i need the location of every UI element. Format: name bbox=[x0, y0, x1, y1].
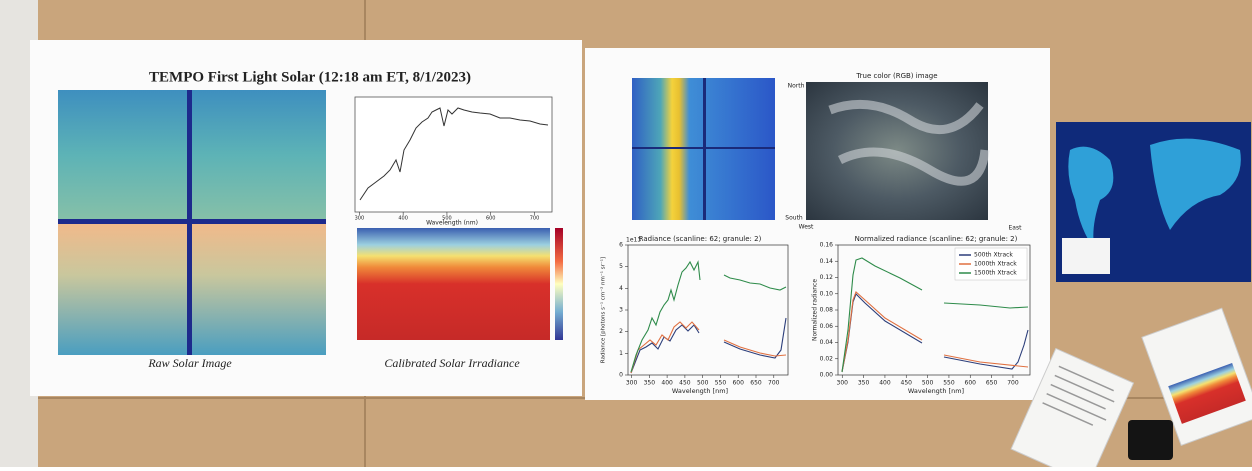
x-tick-label: 400 bbox=[398, 216, 408, 222]
y-tick-label: 0.16 bbox=[820, 242, 834, 249]
x-tick-label: 300 bbox=[626, 380, 638, 387]
colorbar bbox=[555, 228, 563, 340]
page: { "left_poster": { "title": "TEMPO First… bbox=[0, 0, 1252, 467]
legend: 500th Xtrack 1000th Xtrack 1500th Xtrack bbox=[955, 248, 1027, 280]
x-tick-label: 450 bbox=[901, 380, 913, 387]
compass-label: North bbox=[788, 83, 805, 90]
x-tick-label: 550 bbox=[715, 380, 727, 387]
y-tick-label: 0.02 bbox=[820, 355, 834, 362]
caption: Raw Solar Image bbox=[147, 356, 232, 370]
x-tick-label: 300 bbox=[355, 216, 365, 222]
legend-label: 500th Xtrack bbox=[974, 252, 1013, 259]
x-tick-label: 350 bbox=[644, 380, 656, 387]
y-tick-label: 5 bbox=[619, 263, 623, 270]
device bbox=[1128, 420, 1173, 460]
compass-label: South bbox=[785, 215, 803, 222]
y-tick-label: 0.04 bbox=[820, 339, 834, 346]
plot-title: Radiance (scanline: 62; granule: 2) bbox=[639, 235, 762, 243]
y-tick-label: 0.10 bbox=[820, 290, 834, 297]
x-tick-label: 700 bbox=[1007, 380, 1019, 387]
axis-label: Radiance [photons s⁻¹ cm⁻² nm⁻¹ sr⁻¹] bbox=[600, 257, 607, 363]
irradiance-heatmap bbox=[357, 228, 550, 340]
y-tick-label: 3 bbox=[619, 307, 623, 314]
image-title: True color (RGB) image bbox=[855, 72, 937, 80]
caption: Calibrated Solar Irradiance bbox=[384, 356, 520, 370]
legend-label: 1000th Xtrack bbox=[974, 261, 1017, 268]
spectrum-plot-frame bbox=[355, 97, 552, 212]
x-tick-label: 400 bbox=[879, 380, 891, 387]
x-tick-label: 550 bbox=[943, 380, 955, 387]
axis-label: Normalized radiance bbox=[812, 279, 819, 341]
x-tick-label: 700 bbox=[768, 380, 780, 387]
x-tick-label: 700 bbox=[530, 216, 540, 222]
y-tick-label: 0.14 bbox=[820, 258, 834, 265]
x-tick-label: 650 bbox=[750, 380, 762, 387]
x-tick-label: 500 bbox=[922, 380, 934, 387]
y-tick-label: 0.08 bbox=[820, 307, 834, 314]
scene: TEMPO First Light Solar (12:18 am ET, 8/… bbox=[0, 0, 1252, 467]
y-tick-label: 1 bbox=[619, 350, 623, 357]
raw-image-gap bbox=[58, 219, 326, 224]
scale-note: 1e13 bbox=[626, 237, 641, 244]
axis-label: Wavelength [nm] bbox=[672, 387, 728, 395]
map-legend bbox=[1062, 238, 1110, 274]
x-tick-label: 650 bbox=[986, 380, 998, 387]
legend-label: 1500th Xtrack bbox=[974, 270, 1017, 277]
compass-label: West bbox=[799, 224, 814, 231]
axis-label: Wavelength (nm) bbox=[426, 220, 478, 227]
x-tick-label: 600 bbox=[486, 216, 496, 222]
y-tick-label: 0.00 bbox=[820, 372, 834, 379]
y-tick-label: 0 bbox=[619, 372, 623, 379]
poster-title: TEMPO First Light Solar (12:18 am ET, 8/… bbox=[149, 69, 471, 85]
y-tick-label: 0.06 bbox=[820, 323, 834, 330]
axis-label: Wavelength [nm] bbox=[908, 387, 964, 395]
plot-title: Normalized radiance (scanline: 62; granu… bbox=[855, 235, 1018, 243]
x-tick-label: 600 bbox=[965, 380, 977, 387]
x-tick-label: 500 bbox=[697, 380, 709, 387]
x-tick-label: 400 bbox=[661, 380, 673, 387]
x-tick-label: 300 bbox=[837, 380, 849, 387]
y-tick-label: 4 bbox=[619, 285, 623, 292]
y-tick-label: 2 bbox=[619, 328, 623, 335]
x-tick-label: 350 bbox=[858, 380, 870, 387]
spectral-image-gap bbox=[632, 147, 775, 149]
compass-label: East bbox=[1009, 225, 1023, 232]
x-tick-label: 600 bbox=[732, 380, 744, 387]
y-tick-label: 6 bbox=[619, 242, 623, 249]
y-tick-label: 0.12 bbox=[820, 274, 834, 281]
x-tick-label: 450 bbox=[679, 380, 691, 387]
